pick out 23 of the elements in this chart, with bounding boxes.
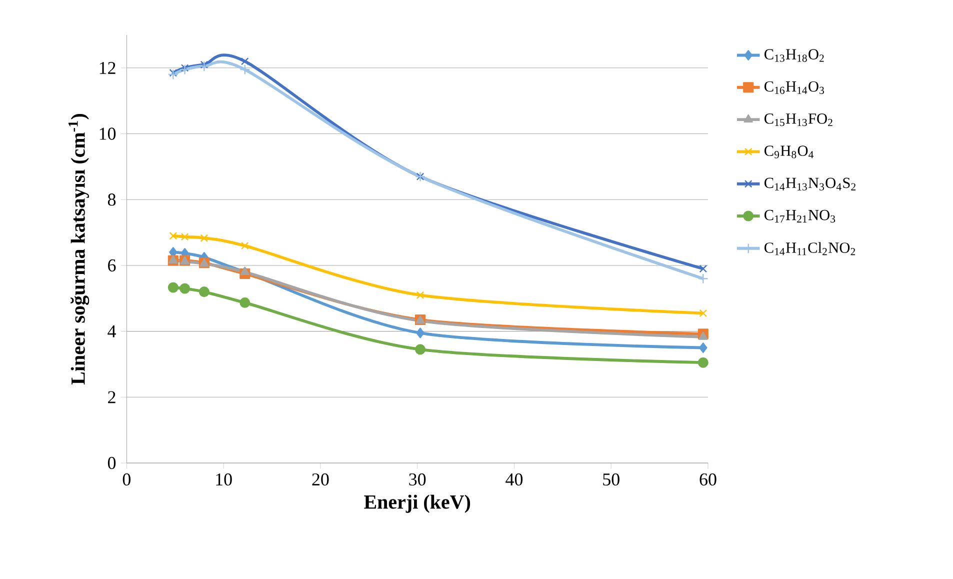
y-tick-label: 4 xyxy=(108,325,116,338)
x-tick-label: 20 xyxy=(312,473,329,486)
x-tick-label: 60 xyxy=(700,473,716,486)
y-tick-label: 8 xyxy=(108,194,116,206)
legend-label: C$_{14}$H$_{11}$Cl$_{2}$NO$_{2}$ xyxy=(764,242,856,256)
legend-label: C$_{9}$H$_{8}$O$_{4}$ xyxy=(764,146,814,158)
x-tick-label: 30 xyxy=(409,473,426,486)
y-tick-label: 10 xyxy=(100,128,116,140)
y-tick-label: 12 xyxy=(100,62,116,74)
x-tick-label: 0 xyxy=(122,473,130,486)
x-tick-label: 10 xyxy=(216,473,232,486)
legend-label: C$_{17}$H$_{21}$NO$_{3}$ xyxy=(764,210,836,223)
y-tick-label: 2 xyxy=(108,391,116,404)
legend-label: C$_{15}$H$_{13}$FO$_{2}$ xyxy=(764,113,832,126)
x-axis-title: Enerji (keV) xyxy=(364,494,470,513)
y-tick-label: 6 xyxy=(108,259,116,272)
legend-label: C$_{13}$H$_{18}$O$_{2}$ xyxy=(764,49,824,62)
y-tick-label: 0 xyxy=(108,456,116,470)
y-axis-title: Lineer soğurma katsayısı (cm$^{-1}$) xyxy=(68,114,90,385)
x-tick-label: 40 xyxy=(506,473,523,486)
legend-label: C$_{16}$H$_{14}$O$_{3}$ xyxy=(764,81,824,94)
x-tick-label: 50 xyxy=(603,473,620,486)
text: C$_{14}$H$_{13}$N$_{3}$O$_{4}$S$_{2}$ xyxy=(764,178,856,190)
